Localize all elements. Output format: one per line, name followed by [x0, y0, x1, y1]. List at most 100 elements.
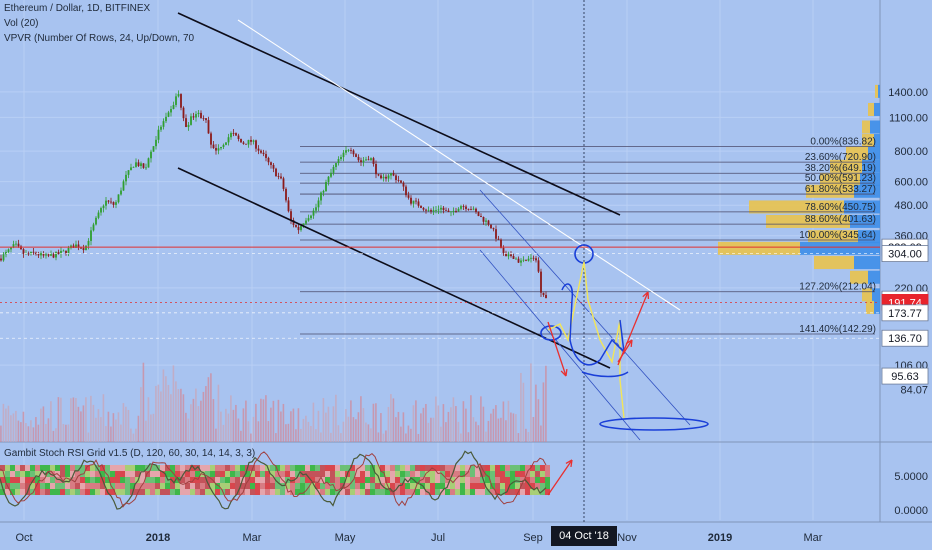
volume-bar: [12, 413, 15, 442]
stoch-grid-cell: [510, 489, 515, 495]
stoch-grid-cell: [350, 471, 355, 477]
volume-bar: [120, 424, 122, 442]
stoch-grid-cell: [270, 483, 275, 489]
stoch-grid-cell: [350, 489, 355, 495]
stoch-grid-cell: [305, 471, 310, 477]
candle-body: [357, 156, 360, 161]
candle-body: [290, 211, 292, 221]
candle-body: [235, 133, 237, 136]
candle-body: [460, 206, 462, 209]
volume-profile-bar-up: [878, 84, 880, 98]
candle-body: [442, 207, 445, 210]
stoch-grid-cell: [160, 477, 165, 483]
candle-body: [217, 148, 220, 151]
candle-body: [500, 239, 502, 248]
volume-bar: [520, 372, 522, 442]
stoch-grid-cell: [230, 489, 235, 495]
stoch-grid-cell: [470, 489, 475, 495]
volume-bar: [310, 426, 312, 442]
candle-body: [55, 252, 57, 258]
stoch-grid-cell: [485, 477, 490, 483]
fib-level-label: 61.80%(533.27): [805, 184, 876, 195]
stoch-grid-cell: [170, 477, 175, 483]
stoch-grid-cell: [235, 465, 240, 471]
volume-bar: [420, 413, 422, 442]
stoch-grid-cell: [415, 489, 420, 495]
stoch-grid-cell: [265, 477, 270, 483]
candle-body: [350, 149, 352, 151]
stoch-grid-cell: [405, 471, 410, 477]
stoch-grid-cell: [15, 465, 20, 471]
volume-bar: [70, 398, 72, 442]
candle-body: [320, 192, 322, 201]
volume-profile-bar-up: [862, 159, 880, 173]
stoch-grid-cell: [215, 483, 220, 489]
volume-bar: [80, 411, 82, 442]
stoch-grid-cell: [130, 483, 135, 489]
volume-bar: [447, 411, 450, 442]
stoch-grid-cell: [140, 465, 145, 471]
stoch-grid-cell: [35, 483, 40, 489]
time-axis[interactable]: Oct 2018 Mar May Jul Sep Nov 2019 Mar: [15, 532, 822, 544]
stoch-grid-cell: [400, 477, 405, 483]
candlestick-series: [0, 90, 547, 299]
price-axis[interactable]: 1400.001100.00800.00600.00480.00360.0022…: [888, 87, 928, 397]
stoch-grid-cell: [415, 483, 420, 489]
candle-body: [445, 209, 447, 211]
trend-lines[interactable]: [0, 0, 880, 522]
stoch-grid-cell: [435, 483, 440, 489]
volume-bar: [270, 407, 272, 442]
candle-body: [77, 244, 80, 248]
candle-body: [230, 133, 232, 138]
volume-profile-bar-down: [718, 241, 800, 255]
stoch-grid-cell: [40, 465, 45, 471]
candle-body: [232, 133, 235, 134]
stoch-grid-cell: [405, 483, 410, 489]
candle-body: [132, 166, 135, 168]
volume-bar: [480, 396, 482, 442]
volume-bar: [355, 419, 357, 442]
candle-body: [402, 182, 405, 187]
stoch-grid-cell: [145, 489, 150, 495]
candle-body: [255, 140, 257, 149]
stoch-grid-cell: [515, 477, 520, 483]
stoch-grid-cell: [185, 471, 190, 477]
candle-body: [485, 220, 487, 222]
volume-bar: [255, 403, 257, 442]
stoch-grid-cell: [385, 489, 390, 495]
stoch-grid-cell: [85, 477, 90, 483]
stoch-grid-cell: [475, 489, 480, 495]
stoch-grid-cell: [500, 483, 505, 489]
stoch-grid-cell: [205, 477, 210, 483]
stoch-grid-cell: [415, 477, 420, 483]
stoch-grid-cell: [295, 471, 300, 477]
volume-bar: [2, 403, 5, 442]
stoch-grid-cell: [300, 465, 305, 471]
candle-body: [355, 154, 357, 157]
candle-body: [222, 144, 225, 147]
volume-bar: [387, 406, 390, 442]
candle-body: [185, 118, 187, 128]
volume-profile-bar-down: [875, 84, 878, 98]
stoch-grid-cell: [475, 465, 480, 471]
volume-bar: [312, 402, 315, 442]
stoch-grid-cell: [380, 465, 385, 471]
fib-level-label: 23.60%(720.90): [805, 152, 876, 163]
fibonacci-retracement[interactable]: 0.00%(836.82) 23.60%(720.90)38.20%(649.19…: [300, 136, 876, 335]
candle-body: [342, 152, 345, 158]
stoch-grid-cell: [25, 477, 30, 483]
stoch-grid-cell: [15, 471, 20, 477]
volume-profile-bar-up: [868, 146, 880, 160]
volume-bar: [275, 433, 277, 442]
volume-bar: [522, 382, 525, 442]
stoch-grid-cell: [140, 471, 145, 477]
volume-bar: [220, 411, 222, 442]
candle-body: [17, 243, 20, 247]
volume-bar: [490, 413, 492, 442]
stoch-grid-cell: [335, 477, 340, 483]
volume-bar: [7, 405, 10, 442]
stoch-grid-cell: [465, 465, 470, 471]
drawn-annotations[interactable]: [540, 244, 709, 496]
